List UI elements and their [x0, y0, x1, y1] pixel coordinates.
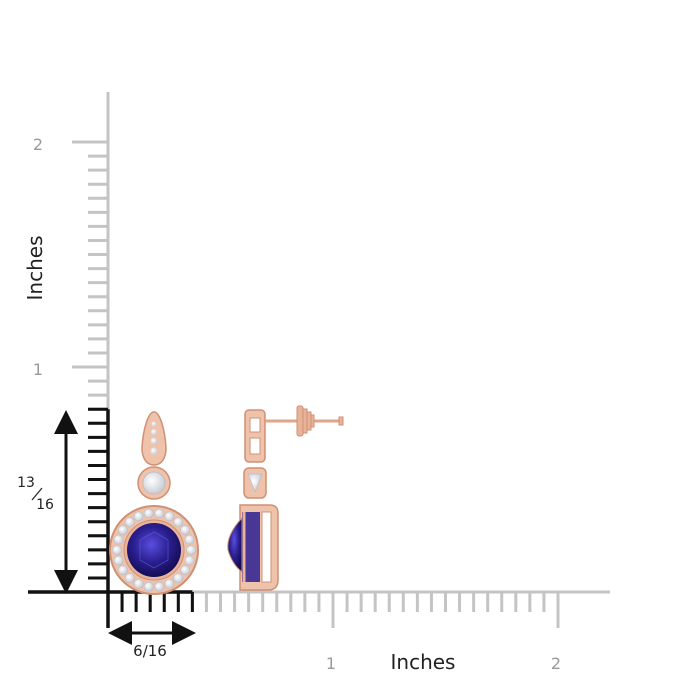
halo-diamonds [112, 508, 196, 592]
halo-diamond [113, 555, 124, 566]
measured-width-ruler [106, 590, 194, 628]
vertical-ruler [72, 92, 110, 594]
halo-diamond [154, 508, 165, 519]
width-dimension-label: 6/16 [133, 642, 167, 660]
accent-diamond [142, 471, 166, 495]
y-tick-label-2: 2 [33, 135, 43, 154]
x-axis-title: Inches [391, 650, 456, 674]
halo-diamond [164, 578, 175, 589]
halo-diamond [180, 565, 191, 575]
halo-diamond [143, 581, 154, 592]
halo-diamond [133, 578, 144, 589]
halo-diamond [113, 534, 124, 545]
halo-diamond [124, 517, 135, 527]
halo-diamond [117, 525, 128, 535]
teardrop-diamonds [150, 421, 158, 455]
halo-diamond [173, 517, 184, 527]
horizontal-ruler [106, 590, 610, 628]
halo-diamond [124, 573, 135, 583]
measured-height-ruler [28, 407, 110, 594]
halo-diamond [143, 508, 154, 519]
earring-front-view [109, 411, 199, 595]
halo-diamond [133, 511, 144, 522]
halo-diamond [186, 545, 196, 555]
halo-diamond [154, 581, 165, 592]
height-fraction-denominator: 16 [36, 497, 54, 513]
earring-side-view [227, 405, 344, 591]
x-tick-label-1: 1 [326, 654, 336, 673]
height-fraction-numerator: 13 [17, 475, 35, 491]
halo-diamond [184, 534, 195, 545]
screw-back [296, 405, 344, 437]
center-tanzanite [127, 523, 181, 577]
halo-diamond [180, 525, 191, 535]
y-axis-title: Inches [23, 236, 47, 301]
x-tick-label-2: 2 [551, 654, 561, 673]
halo-diamond [184, 555, 195, 566]
height-fraction-bar [31, 487, 43, 501]
side-center-gem [227, 516, 243, 574]
halo-diamond [112, 545, 122, 555]
halo-diamond [164, 511, 175, 522]
halo-diamond [173, 573, 184, 583]
y-tick-label-1: 1 [33, 360, 43, 379]
halo-diamond [117, 565, 128, 575]
